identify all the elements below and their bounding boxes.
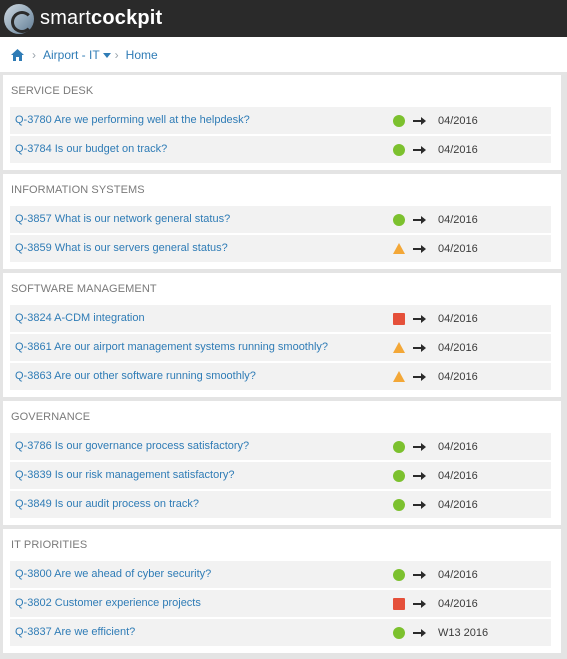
- period-label: 04/2016: [438, 598, 478, 610]
- kpi-link[interactable]: Q-3857 What is our network general statu…: [15, 213, 231, 225]
- red-square-icon: [393, 313, 405, 325]
- kpi-link[interactable]: Q-3824 A-CDM integration: [15, 312, 145, 324]
- trend-right-arrow-icon: [413, 117, 426, 125]
- period-label: W13 2016: [438, 627, 489, 639]
- section-software-management: SOFTWARE MANAGEMENT Q-3824 A-CDM integrat…: [3, 273, 561, 397]
- section-title: INFORMATION SYSTEMS: [11, 184, 145, 196]
- section-title: SOFTWARE MANAGEMENT: [11, 283, 157, 295]
- kpi-row[interactable]: Q-3837 Are we efficient? W13 2016: [10, 619, 551, 647]
- section-title: GOVERNANCE: [11, 411, 91, 423]
- kpi-row[interactable]: Q-3849 Is our audit process on track? 04/…: [10, 491, 551, 519]
- green-circle-icon: [393, 214, 405, 226]
- trend-right-arrow-icon: [413, 472, 426, 480]
- period-label: 04/2016: [438, 499, 478, 511]
- breadcrumb-separator-icon: ›: [32, 47, 36, 62]
- kpi-link[interactable]: Q-3863 Are our other software running sm…: [15, 370, 256, 382]
- kpi-row[interactable]: Q-3784 Is our budget on track? 04/2016: [10, 136, 551, 164]
- kpi-row[interactable]: Q-3839 Is our risk management satisfacto…: [10, 462, 551, 490]
- kpi-link[interactable]: Q-3849 Is our audit process on track?: [15, 498, 200, 510]
- section-governance: GOVERNANCE Q-3786 Is our governance proce…: [3, 401, 561, 525]
- period-label: 04/2016: [438, 569, 478, 581]
- red-square-icon: [393, 598, 405, 610]
- period-label: 04/2016: [438, 313, 478, 325]
- kpi-row[interactable]: Q-3859 What is our servers general statu…: [10, 235, 551, 263]
- breadcrumb-item-airport-it[interactable]: Airport - IT: [43, 48, 111, 62]
- period-label: 04/2016: [438, 371, 478, 383]
- section-title: SERVICE DESK: [11, 85, 94, 97]
- trend-right-arrow-icon: [413, 629, 426, 637]
- kpi-row[interactable]: Q-3857 What is our network general statu…: [10, 206, 551, 234]
- trend-right-arrow-icon: [413, 443, 426, 451]
- home-icon[interactable]: [11, 48, 24, 61]
- section-it-priorities: IT PRIORITIES Q-3800 Are we ahead of cybe…: [3, 529, 561, 653]
- kpi-row[interactable]: Q-3824 A-CDM integration 04/2016: [10, 305, 551, 333]
- breadcrumb: › Airport - IT › Home: [0, 37, 567, 72]
- period-label: 04/2016: [438, 243, 478, 255]
- section-information-systems: INFORMATION SYSTEMS Q-3857 What is our ne…: [3, 174, 561, 269]
- green-circle-icon: [393, 470, 405, 482]
- trend-right-arrow-icon: [413, 571, 426, 579]
- green-circle-icon: [393, 569, 405, 581]
- kpi-row[interactable]: Q-3802 Customer experience projects 04/20…: [10, 590, 551, 618]
- breadcrumb-separator-icon: ›: [114, 47, 119, 62]
- section-service-desk: SERVICE DESK Q-3780 Are we performing wel…: [3, 75, 561, 170]
- kpi-row[interactable]: Q-3863 Are our other software running sm…: [10, 363, 551, 391]
- period-label: 04/2016: [438, 470, 478, 482]
- kpi-link[interactable]: Q-3784 Is our budget on track?: [15, 143, 168, 155]
- period-label: 04/2016: [438, 441, 478, 453]
- kpi-link[interactable]: Q-3780 Are we performing well at the hel…: [15, 114, 250, 126]
- kpi-link[interactable]: Q-3859 What is our servers general statu…: [15, 242, 228, 254]
- green-circle-icon: [393, 441, 405, 453]
- amber-triangle-icon: [393, 243, 405, 254]
- green-circle-icon: [393, 499, 405, 511]
- trend-right-arrow-icon: [413, 245, 426, 253]
- period-label: 04/2016: [438, 214, 478, 226]
- trend-right-arrow-icon: [413, 600, 426, 608]
- green-circle-icon: [393, 627, 405, 639]
- section-title: IT PRIORITIES: [11, 539, 88, 551]
- trend-right-arrow-icon: [413, 373, 426, 381]
- app-logo[interactable]: smartcockpit: [4, 3, 162, 34]
- period-label: 04/2016: [438, 342, 478, 354]
- period-label: 04/2016: [438, 115, 478, 127]
- logo-mark-icon: [4, 3, 34, 34]
- kpi-link[interactable]: Q-3800 Are we ahead of cyber security?: [15, 568, 212, 580]
- app-name: smartcockpit: [40, 7, 163, 29]
- breadcrumb-item-home[interactable]: Home: [125, 47, 158, 62]
- amber-triangle-icon: [393, 342, 405, 353]
- trend-right-arrow-icon: [413, 315, 426, 323]
- top-bar: smartcockpit: [0, 0, 567, 37]
- kpi-link[interactable]: Q-3802 Customer experience projects: [15, 597, 201, 609]
- kpi-row[interactable]: Q-3780 Are we performing well at the hel…: [10, 107, 551, 135]
- trend-right-arrow-icon: [413, 501, 426, 509]
- kpi-link[interactable]: Q-3839 Is our risk management satisfacto…: [15, 469, 235, 481]
- trend-right-arrow-icon: [413, 216, 426, 224]
- kpi-link[interactable]: Q-3837 Are we efficient?: [15, 626, 136, 638]
- green-circle-icon: [393, 144, 405, 156]
- amber-triangle-icon: [393, 371, 405, 382]
- period-label: 04/2016: [438, 144, 478, 156]
- green-circle-icon: [393, 115, 405, 127]
- caret-down-icon[interactable]: [102, 52, 111, 58]
- kpi-link[interactable]: Q-3861 Are our airport management system…: [15, 341, 329, 353]
- kpi-link[interactable]: Q-3786 Is our governance process satisfa…: [15, 440, 250, 452]
- kpi-row[interactable]: Q-3800 Are we ahead of cyber security? 04…: [10, 561, 551, 589]
- kpi-row[interactable]: Q-3786 Is our governance process satisfa…: [10, 433, 551, 461]
- kpi-row[interactable]: Q-3861 Are our airport management system…: [10, 334, 551, 362]
- trend-right-arrow-icon: [413, 146, 426, 154]
- trend-right-arrow-icon: [413, 344, 426, 352]
